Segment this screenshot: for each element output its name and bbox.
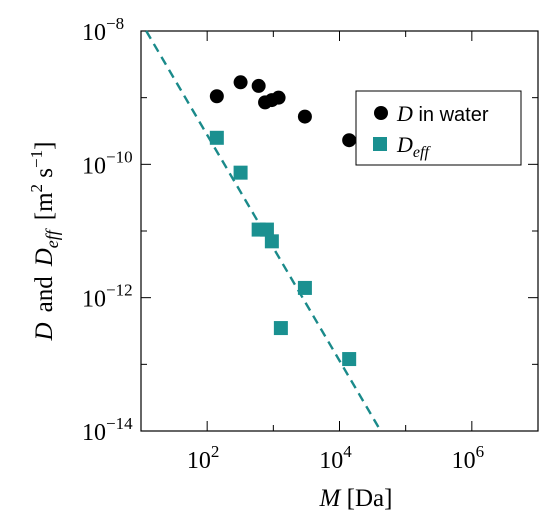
x-tick-label-base: 10 bbox=[452, 448, 476, 474]
x-axis-label: M [Da] bbox=[319, 485, 393, 512]
point-water bbox=[233, 75, 248, 90]
legend-label-eff-var: D bbox=[396, 132, 413, 157]
x-tick-label: 104 bbox=[319, 442, 352, 474]
point-water bbox=[251, 78, 266, 93]
x-axis-var: M bbox=[319, 485, 342, 512]
legend-label-eff: Deff bbox=[396, 132, 431, 161]
point-eff bbox=[233, 165, 248, 180]
point-water bbox=[271, 90, 286, 105]
y-axis-unit-mid: s bbox=[31, 168, 58, 184]
point-water bbox=[297, 109, 312, 124]
y-tick-label-exp: −8 bbox=[106, 14, 124, 33]
data-points bbox=[209, 75, 357, 367]
y-axis-unit-sup2: −1 bbox=[27, 150, 46, 168]
y-tick-label: 10−12 bbox=[82, 281, 133, 313]
y-tick-label-base: 10 bbox=[82, 287, 106, 313]
y-tick-label: 10−14 bbox=[82, 414, 133, 446]
x-tick-label-base: 10 bbox=[187, 448, 211, 474]
y-tick-label-base: 10 bbox=[82, 153, 106, 179]
y-axis-and: and bbox=[31, 276, 58, 313]
point-water bbox=[209, 89, 224, 104]
legend: D in water Deff bbox=[355, 90, 522, 166]
legend-label-water-var: D bbox=[396, 101, 413, 126]
x-tick-label-exp: 2 bbox=[211, 442, 220, 461]
x-tick-label: 102 bbox=[187, 442, 220, 474]
y-axis-unit-sup1: 2 bbox=[27, 184, 46, 193]
x-tick-label-base: 10 bbox=[319, 448, 343, 474]
x-axis-unit: [Da] bbox=[340, 485, 392, 512]
y-tick-label-base: 10 bbox=[82, 20, 106, 46]
y-tick-label-exp: −10 bbox=[106, 147, 133, 166]
y-tick-label: 10−8 bbox=[82, 14, 124, 46]
y-tick-label-exp: −14 bbox=[106, 414, 133, 433]
point-eff bbox=[297, 280, 312, 295]
legend-frame bbox=[355, 90, 522, 166]
y-axis-var2-sub: eff bbox=[42, 227, 62, 248]
legend-marker-eff bbox=[373, 137, 387, 151]
point-eff bbox=[273, 321, 288, 336]
legend-label-water: D in water bbox=[396, 101, 489, 126]
y-tick-label-base: 10 bbox=[82, 420, 106, 446]
y-axis-var1: D bbox=[31, 322, 58, 341]
y-tick-label-exp: −12 bbox=[106, 281, 133, 300]
x-tick-label: 106 bbox=[452, 442, 485, 474]
legend-label-eff-sub: eff bbox=[413, 144, 432, 161]
legend-marker-water bbox=[374, 106, 388, 120]
point-water bbox=[342, 133, 357, 148]
point-eff bbox=[342, 352, 357, 367]
y-axis-unit-suffix: ] bbox=[31, 142, 58, 150]
legend-label-water-text: in water bbox=[413, 104, 489, 126]
y-axis-unit-prefix: [m bbox=[31, 192, 58, 220]
y-tick-label: 10−10 bbox=[82, 147, 133, 179]
y-axis-label: Dand Deff [m2 s−1] bbox=[27, 142, 62, 342]
point-eff bbox=[259, 222, 274, 237]
point-eff bbox=[264, 234, 279, 249]
x-tick-label-exp: 4 bbox=[343, 442, 352, 461]
point-eff bbox=[209, 130, 224, 145]
x-tick-label-exp: 6 bbox=[476, 442, 485, 461]
y-axis-var2: D bbox=[31, 248, 58, 267]
